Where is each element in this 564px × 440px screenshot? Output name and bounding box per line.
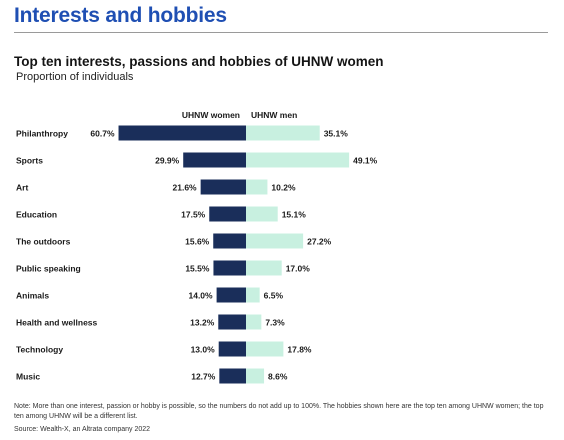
value-label-men-technology: 17.8% bbox=[287, 345, 312, 355]
value-label-men-philanthropy: 35.1% bbox=[324, 129, 349, 139]
bar-women-art bbox=[200, 179, 246, 195]
bar-men-sports bbox=[246, 152, 350, 168]
bar-men-art bbox=[246, 179, 268, 195]
bar-women-philanthropy bbox=[118, 125, 246, 141]
bar-men-animals bbox=[246, 287, 260, 303]
value-label-men-sports: 49.1% bbox=[353, 156, 378, 166]
value-label-men-health-and-wellness: 7.3% bbox=[265, 318, 285, 328]
category-label-art: Art bbox=[16, 183, 28, 193]
value-label-women-sports: 29.9% bbox=[155, 156, 180, 166]
category-label-public-speaking: Public speaking bbox=[16, 264, 81, 274]
bar-women-education bbox=[209, 206, 246, 222]
chart-title: Top ten interests, passions and hobbies … bbox=[14, 54, 384, 69]
bar-men-philanthropy bbox=[246, 125, 320, 141]
diverging-bar-chart: UHNW women UHNW men Philanthropy 60.7% 35.1%… bbox=[16, 110, 378, 384]
bar-women-the-outdoors bbox=[213, 233, 246, 249]
category-label-music: Music bbox=[16, 372, 40, 382]
bar-men-education bbox=[246, 206, 278, 222]
legend-uhnw-men: UHNW men bbox=[251, 110, 297, 120]
title-rule bbox=[14, 32, 548, 33]
bar-men-the-outdoors bbox=[246, 233, 304, 249]
value-label-men-education: 15.1% bbox=[282, 210, 307, 220]
value-label-women-public-speaking: 15.5% bbox=[185, 264, 210, 274]
value-label-men-music: 8.6% bbox=[268, 372, 288, 382]
value-label-women-health-and-wellness: 13.2% bbox=[190, 318, 215, 328]
bar-women-public-speaking bbox=[213, 260, 246, 276]
bar-women-health-and-wellness bbox=[218, 314, 246, 330]
value-label-women-education: 17.5% bbox=[181, 210, 206, 220]
source-line: Source: Wealth-X, an Altrata company 202… bbox=[14, 426, 151, 433]
bar-men-music bbox=[246, 368, 265, 384]
value-label-women-music: 12.7% bbox=[191, 372, 216, 382]
value-label-men-public-speaking: 17.0% bbox=[286, 264, 311, 274]
value-label-women-art: 21.6% bbox=[173, 183, 198, 193]
bar-women-sports bbox=[183, 152, 246, 168]
category-label-philanthropy: Philanthropy bbox=[16, 129, 68, 139]
category-label-animals: Animals bbox=[16, 291, 49, 301]
bar-women-animals bbox=[216, 287, 246, 303]
value-label-men-art: 10.2% bbox=[271, 183, 296, 193]
value-label-men-the-outdoors: 27.2% bbox=[307, 237, 332, 247]
category-label-sports: Sports bbox=[16, 156, 43, 166]
bar-men-health-and-wellness bbox=[246, 314, 262, 330]
section-title: Interests and hobbies bbox=[14, 4, 227, 27]
value-label-women-technology: 13.0% bbox=[191, 345, 216, 355]
chart-subtitle: Proportion of individuals bbox=[16, 71, 134, 83]
value-label-women-the-outdoors: 15.6% bbox=[185, 237, 210, 247]
value-label-women-philanthropy: 60.7% bbox=[90, 129, 115, 139]
footnote: Note: More than one interest, passion or… bbox=[14, 403, 544, 420]
category-label-health-and-wellness: Health and wellness bbox=[16, 318, 98, 328]
legend-uhnw-women: UHNW women bbox=[182, 110, 240, 120]
category-label-technology: Technology bbox=[16, 345, 63, 355]
bar-men-technology bbox=[246, 341, 284, 357]
category-label-the-outdoors: The outdoors bbox=[16, 237, 71, 247]
bar-men-public-speaking bbox=[246, 260, 282, 276]
value-label-women-animals: 14.0% bbox=[188, 291, 213, 301]
category-label-education: Education bbox=[16, 210, 57, 220]
bar-women-music bbox=[219, 368, 246, 384]
bar-women-technology bbox=[218, 341, 246, 357]
value-label-men-animals: 6.5% bbox=[264, 291, 284, 301]
